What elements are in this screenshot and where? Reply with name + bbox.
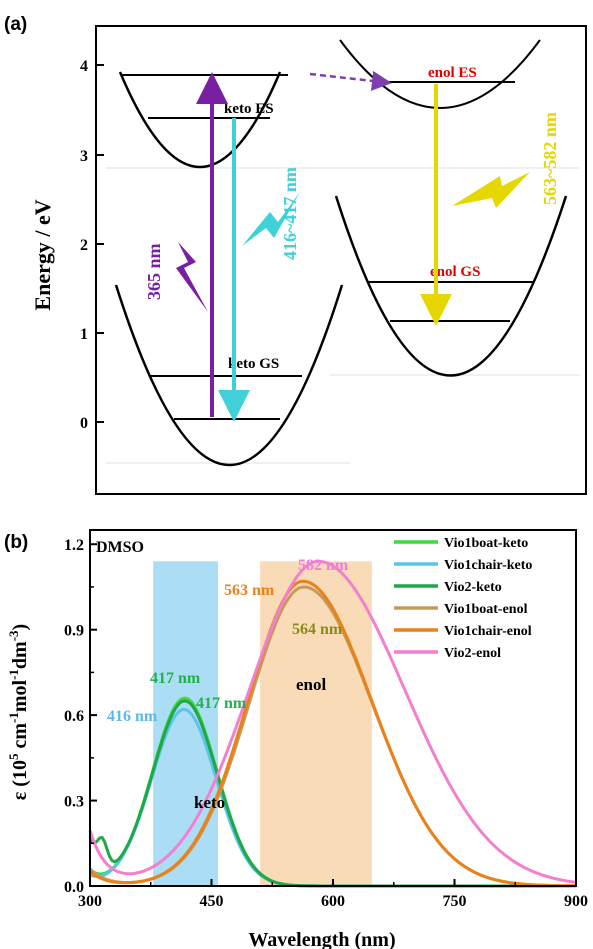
legend-label: Vio1chair-enol [444,624,532,639]
a-ytick-2: 2 [80,237,88,254]
legend-label: Vio2-enol [444,646,501,661]
b-ylabel: ε (105 cm-1mol-1dm-3) [6,624,31,800]
legend-label: Vio2-keto [444,580,502,595]
a-ytick-4: 4 [80,58,88,75]
enol-gs-well [334,195,568,377]
panel-a-yticks: 0 1 2 3 4 [80,58,104,432]
x-tick-label: 600 [321,893,345,910]
peak-label: 417 nm [150,670,201,687]
legend-label: Vio1boat-keto [444,536,528,551]
panel-b: (b) 300 450 600 750 900 0.0 0.3 0.6 0.9 1.2 Wavel… [4,529,588,949]
y-tick-label: 0.3 [64,794,84,811]
y-tick-label: 0.0 [64,879,84,896]
x-tick-label: 900 [564,893,588,910]
a-ytick-3: 3 [80,148,88,165]
peak-label: 582 nm [298,557,349,574]
enol-gs-label: enol GS [430,264,480,280]
peak-label: 564 nm [292,621,343,638]
enol-emission-wavelength-label: 563~582 nm [540,112,560,205]
proton-transfer-arrow [309,70,392,91]
band-enol [260,561,372,886]
panel-b-ticks: 300 450 600 750 900 0.0 0.3 0.6 0.9 1.2 [64,537,588,910]
legend-label: Vio1boat-enol [444,602,528,617]
legend: Vio1boat-keto Vio1chair-keto Vio2-keto Vio1… [394,536,532,661]
panel-a: (a) 0 1 2 3 4 Energy / eV keto ES keto [4,14,587,495]
panel-a-label: (a) [4,14,27,35]
legend-label: Vio1chair-keto [444,558,532,573]
x-tick-label: 750 [443,893,467,910]
y-tick-label: 0.9 [64,623,84,640]
solvent-label: DMSO [96,539,144,556]
keto-emission-wavelength-label: 416~417 nm [280,167,300,260]
series-line [88,559,577,884]
x-tick-label: 300 [78,893,102,910]
enol-es-well [339,39,541,109]
b-xlabel: Wavelength (nm) [248,929,395,949]
keto-es-well [118,71,282,168]
absorption-wavelength-label: 365 nm [144,243,164,300]
a-ytick-1: 1 [80,326,88,343]
highlight-bands [153,561,372,886]
a-ylabel: Energy / eV [30,199,55,310]
peak-label: 563 nm [224,582,275,599]
peak-label: 416 nm [107,708,158,725]
peak-label: 417 nm [196,695,247,712]
y-tick-label: 0.6 [64,708,84,725]
keto-band-label: keto [194,793,225,812]
keto-gs-well [114,284,344,466]
panel-a-frame [95,25,587,495]
keto-gs-label: keto GS [228,356,279,372]
band-keto [153,561,218,886]
x-tick-label: 450 [200,893,224,910]
keto-emission-bolt-icon [242,192,300,246]
y-tick-label: 1.2 [64,537,84,554]
panel-b-label: (b) [4,532,28,553]
series-line [89,579,576,888]
enol-emission-bolt-icon [452,172,530,208]
enol-es-label: enol ES [428,65,477,81]
a-ytick-0: 0 [80,415,88,432]
enol-band-label: enol [296,675,327,694]
absorption-bolt-icon [176,242,208,312]
keto-es-label: keto ES [224,101,274,117]
